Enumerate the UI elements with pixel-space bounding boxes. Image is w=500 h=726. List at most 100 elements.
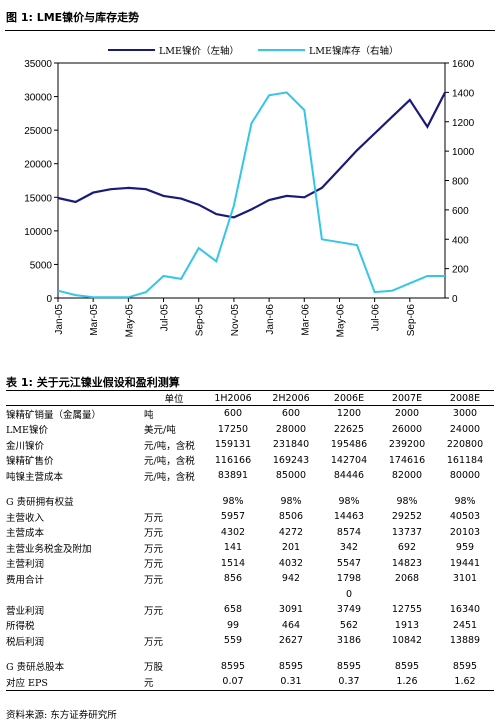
row-label: 主营收入	[6, 512, 45, 524]
row-value: 98%	[396, 495, 418, 507]
row-unit: 元/吨，含税	[144, 440, 195, 452]
row-value: 80000	[449, 470, 481, 482]
left-axis-tick-label: 35000	[24, 59, 52, 70]
row-value: 98%	[222, 495, 244, 507]
row-value: 16340	[449, 604, 481, 616]
row-value: 159131	[214, 439, 252, 451]
row-value: 1913	[394, 619, 420, 631]
figure-title: 图 1: LME镍价与库存走势	[6, 11, 140, 24]
row-value: 82000	[391, 470, 423, 482]
row-label: LME镍价	[6, 425, 48, 437]
right-axis-tick-label: 1400	[452, 88, 475, 99]
table-row: LME镍价 美元/吨 17250 28000 22625 26000 24000	[6, 422, 494, 438]
row-value: 40503	[449, 511, 481, 523]
row-label: 金川镍价	[6, 440, 45, 452]
row-value: 14463	[333, 511, 365, 523]
row-value: 10842	[391, 635, 423, 647]
row-value: 98%	[454, 495, 476, 507]
x-axis-tick-label: May-06	[335, 304, 346, 338]
x-axis-tick-label: Mar-06	[300, 304, 311, 336]
row-unit: 万元	[144, 574, 164, 586]
table-row: 对应 EPS 元 0.07 0.31 0.37 1.26 1.62	[6, 674, 494, 691]
row-unit: 万元	[144, 559, 164, 571]
right-axis-tick-label: 1200	[452, 118, 475, 129]
row-value: 0.31	[262, 674, 320, 691]
row-value: 29252	[391, 511, 423, 523]
row-unit: 万元	[144, 636, 164, 648]
row-value: 8595	[278, 660, 304, 672]
row-value: 1.62	[436, 674, 494, 691]
table-row: 镍精矿售价 元/吨，含税 116166 169243 142704 174616 16118…	[6, 453, 494, 469]
row-value: 0.07	[204, 674, 262, 691]
row-value: 5957	[220, 511, 246, 523]
row-value: 4032	[278, 557, 304, 569]
row-unit: 美元/吨	[144, 425, 176, 437]
row-value: 142704	[330, 454, 368, 466]
row-value: 342	[339, 542, 359, 554]
row-value: 13737	[391, 526, 423, 538]
row-unit: 元/吨，含税	[144, 471, 195, 483]
right-axis-tick-label: 800	[452, 177, 469, 188]
left-axis-tick-label: 20000	[24, 160, 52, 171]
table-row: 主营成本 万元 4302 4272 8574 13737 20103	[6, 525, 494, 541]
table-row: 镍精矿销量（金属量） 吨 600 600 1200 2000 3000	[6, 406, 494, 422]
row-label: G 贵研拥有权益	[6, 497, 74, 509]
table-row: G 贵研总股本 万股 8595 8595 8595 8595 8595	[6, 659, 494, 675]
stock-legend-label: LME镍库存（右轴）	[309, 45, 398, 57]
row-unit: 万股	[144, 662, 164, 674]
row-value	[436, 587, 494, 603]
right-axis-tick-label: 0	[452, 294, 458, 305]
row-value: 116166	[214, 454, 252, 466]
x-axis-tick-label: Jul-05	[160, 304, 171, 332]
row-value: 22625	[333, 423, 365, 435]
row-value: 8574	[336, 526, 362, 538]
row-value: 1200	[336, 408, 362, 420]
table-header-cell: 2006E	[320, 390, 378, 406]
x-axis-tick-label: Sep-06	[406, 304, 417, 337]
row-value: 99	[226, 619, 240, 631]
row-unit: 元	[144, 674, 204, 691]
row-label: 费用合计	[6, 574, 45, 586]
row-value: 141	[223, 542, 243, 554]
row-value: 98%	[280, 495, 302, 507]
table-row: 主营利润 万元 1514 4032 5547 14823 19441	[6, 556, 494, 572]
row-value: 161184	[446, 454, 484, 466]
x-axis-tick-label: Jul-06	[371, 304, 382, 332]
row-value: 692	[397, 542, 417, 554]
row-value: 658	[223, 604, 243, 616]
row-value: 220800	[446, 439, 484, 451]
plot-frame	[57, 62, 446, 299]
table-header-cell	[6, 390, 144, 406]
table-spacer-row	[6, 484, 494, 494]
row-value: 4302	[220, 526, 246, 538]
table-row: 主营收入 万元 5957 8506 14463 29252 40503	[6, 509, 494, 525]
x-axis-tick-label: Sep-05	[195, 304, 206, 337]
row-value: 600	[223, 408, 243, 420]
left-axis-tick-label: 5000	[30, 260, 53, 271]
right-axis-tick-label: 600	[452, 206, 469, 217]
row-unit: 吨	[144, 409, 154, 421]
row-unit	[144, 494, 204, 510]
table-header-cell: 单位	[144, 390, 204, 406]
stock-series-line	[57, 91, 445, 299]
row-label: 主营成本	[6, 528, 45, 540]
row-value: 2627	[278, 635, 304, 647]
row-value: 600	[281, 408, 301, 420]
row-value: 3000	[452, 408, 478, 420]
row-value: 26000	[391, 423, 423, 435]
row-value	[204, 587, 262, 603]
price-series-line	[57, 91, 446, 219]
x-axis-tick-label: May-05	[124, 304, 135, 338]
row-label: G 贵研总股本	[6, 662, 65, 674]
table-header-cell: 1H2006	[204, 390, 262, 406]
row-value	[262, 587, 320, 603]
table-header-cell: 2H2006	[262, 390, 320, 406]
table-row: 所得税 99 464 562 1913 2451	[6, 618, 494, 634]
row-value: 8506	[278, 511, 304, 523]
row-unit: 万元	[144, 512, 164, 524]
row-value: 84446	[333, 470, 365, 482]
row-value: 20103	[449, 526, 481, 538]
row-value: 83891	[217, 470, 249, 482]
row-value: 3186	[336, 635, 362, 647]
row-value: 0	[345, 588, 353, 600]
